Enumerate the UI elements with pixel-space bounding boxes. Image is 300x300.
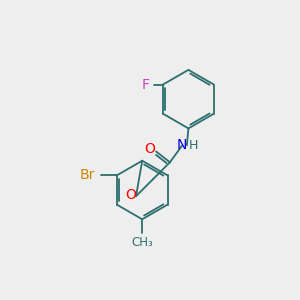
Text: O: O [125,188,136,203]
Text: H: H [188,139,198,152]
Text: F: F [142,77,150,92]
Text: N: N [177,138,188,152]
Text: Br: Br [80,168,95,182]
Text: CH₃: CH₃ [131,236,153,249]
Text: O: O [145,142,155,156]
